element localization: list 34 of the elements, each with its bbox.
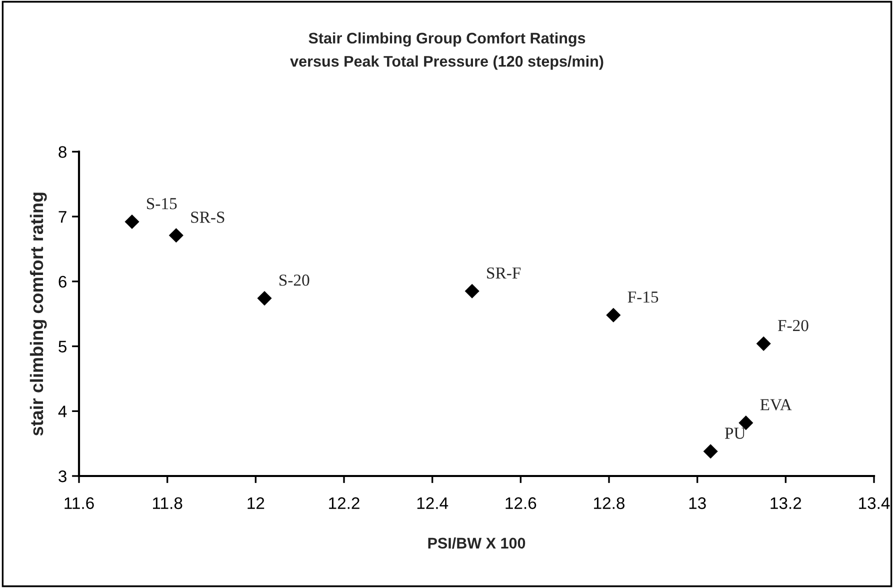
y-tick-label: 7 bbox=[58, 211, 66, 223]
point bbox=[124, 214, 140, 230]
chart-title: Stair Climbing Group Comfort Ratings versus Peak Total Pressure (120 steps/min) bbox=[290, 32, 604, 70]
annotation: F-15 bbox=[628, 291, 658, 303]
x-tick-label: 11.6 bbox=[64, 497, 94, 510]
y-tick-label: 4 bbox=[58, 406, 67, 418]
annotation: PU bbox=[724, 428, 746, 439]
point bbox=[756, 336, 771, 351]
x-tick-label: 12.6 bbox=[506, 497, 536, 510]
x-tick-label: 13.2 bbox=[770, 497, 802, 510]
x-axis-title: PSI/BW X 100 bbox=[428, 537, 526, 549]
x-tick-label: 12.2 bbox=[329, 497, 360, 509]
x-tick-label: 11.8 bbox=[153, 497, 182, 510]
point bbox=[168, 228, 184, 243]
y-axis-title: stair climbing comfort rating bbox=[30, 192, 47, 436]
annotation: S-20 bbox=[280, 274, 310, 286]
annotation: F-20 bbox=[778, 320, 808, 332]
x-tick-label: 12 bbox=[248, 497, 264, 509]
y-tick-label: 8 bbox=[58, 146, 66, 158]
annotation: SR-F bbox=[487, 267, 521, 279]
point bbox=[606, 308, 621, 322]
point bbox=[257, 291, 272, 306]
annotation: S-15 bbox=[147, 198, 177, 210]
x-tick-label: 13.4 bbox=[859, 497, 890, 510]
y-tick-label: 5 bbox=[58, 340, 66, 352]
annotation: EVA bbox=[760, 399, 792, 410]
annotation: SR-S bbox=[191, 212, 224, 223]
point bbox=[703, 444, 718, 459]
x-tick-label: 12.8 bbox=[594, 497, 624, 510]
x-tick-label: 12.4 bbox=[417, 497, 448, 509]
y-tick-label: 3 bbox=[58, 470, 66, 482]
y-tick-label: 6 bbox=[58, 276, 66, 288]
point bbox=[464, 284, 480, 298]
x-tick-label: 13 bbox=[689, 497, 706, 510]
